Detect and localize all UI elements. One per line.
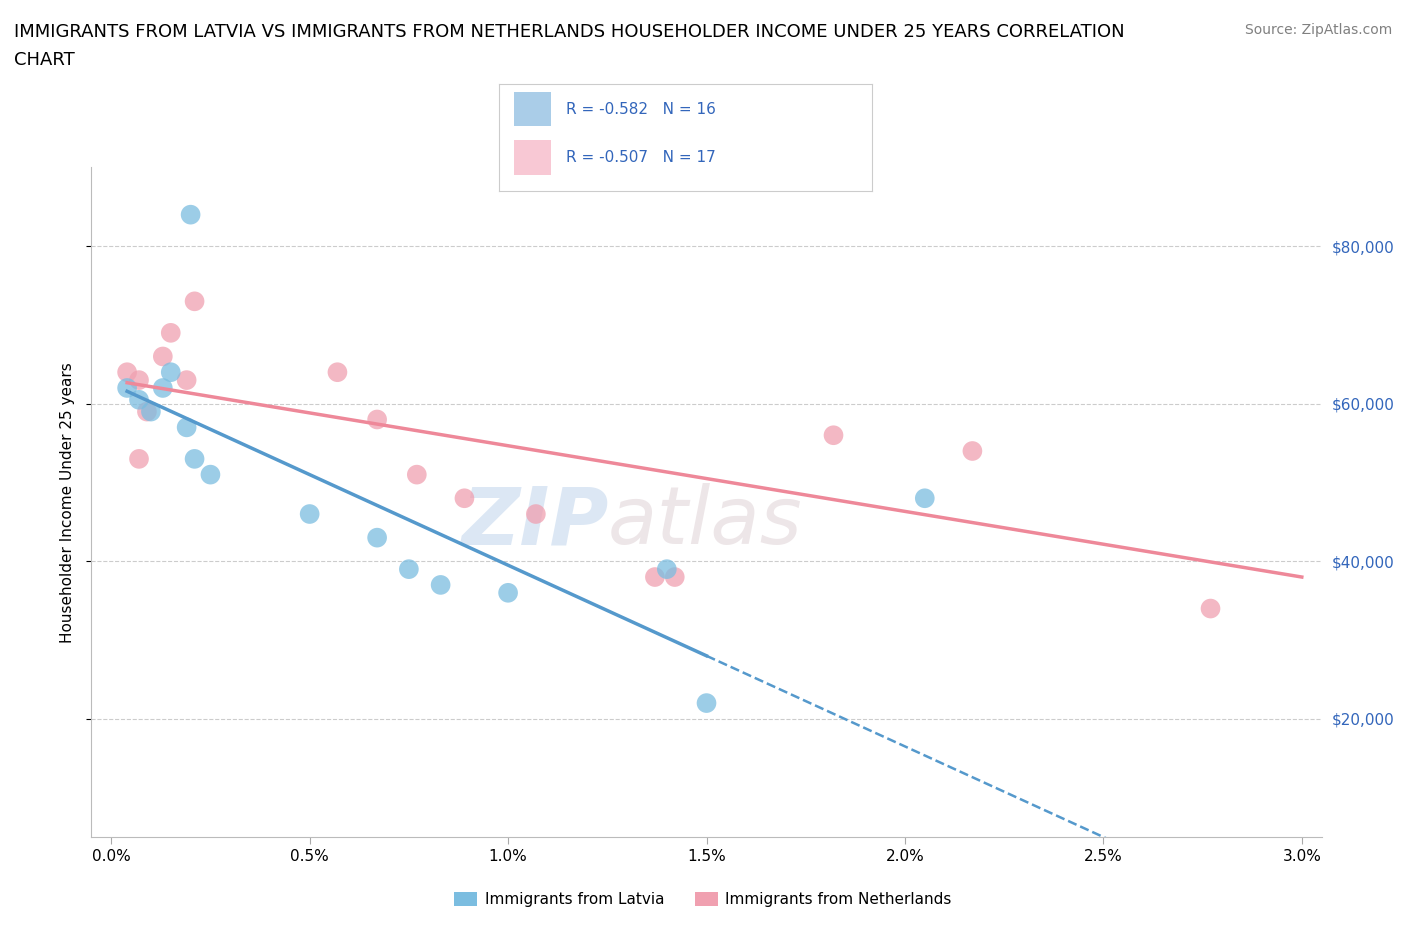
Point xyxy=(159,326,181,340)
Text: R = -0.507   N = 17: R = -0.507 N = 17 xyxy=(567,150,716,165)
Text: atlas: atlas xyxy=(607,484,803,562)
Point xyxy=(128,373,150,388)
Point xyxy=(398,562,420,577)
Point xyxy=(655,562,678,577)
Legend: Immigrants from Latvia, Immigrants from Netherlands: Immigrants from Latvia, Immigrants from … xyxy=(449,885,957,913)
Point xyxy=(176,420,198,435)
Point xyxy=(183,451,205,466)
Point xyxy=(200,467,222,482)
Bar xyxy=(515,92,551,126)
Point xyxy=(128,451,150,466)
Text: R = -0.582   N = 16: R = -0.582 N = 16 xyxy=(567,102,716,117)
Point xyxy=(1199,601,1222,616)
Point xyxy=(429,578,451,592)
Point xyxy=(405,467,427,482)
Point xyxy=(664,569,686,584)
Point xyxy=(159,365,181,379)
Point xyxy=(524,507,547,522)
Bar xyxy=(515,140,551,175)
Text: CHART: CHART xyxy=(14,51,75,69)
Point xyxy=(183,294,205,309)
Point xyxy=(366,530,388,545)
Point xyxy=(180,207,202,222)
Point xyxy=(136,405,159,419)
Point xyxy=(696,696,718,711)
Point xyxy=(326,365,349,379)
Point xyxy=(962,444,984,458)
Point xyxy=(128,392,150,407)
Point xyxy=(115,365,138,379)
Point xyxy=(152,349,174,364)
Point xyxy=(176,373,198,388)
Point xyxy=(298,507,321,522)
Y-axis label: Householder Income Under 25 years: Householder Income Under 25 years xyxy=(59,362,75,643)
Point xyxy=(914,491,936,506)
Point xyxy=(453,491,475,506)
Point xyxy=(823,428,845,443)
Text: Source: ZipAtlas.com: Source: ZipAtlas.com xyxy=(1244,23,1392,37)
Point xyxy=(366,412,388,427)
Point xyxy=(152,380,174,395)
Text: IMMIGRANTS FROM LATVIA VS IMMIGRANTS FROM NETHERLANDS HOUSEHOLDER INCOME UNDER 2: IMMIGRANTS FROM LATVIA VS IMMIGRANTS FRO… xyxy=(14,23,1125,41)
Point xyxy=(644,569,666,584)
Text: ZIP: ZIP xyxy=(461,484,607,562)
Point xyxy=(139,405,162,419)
Point xyxy=(115,380,138,395)
Point xyxy=(496,585,519,600)
